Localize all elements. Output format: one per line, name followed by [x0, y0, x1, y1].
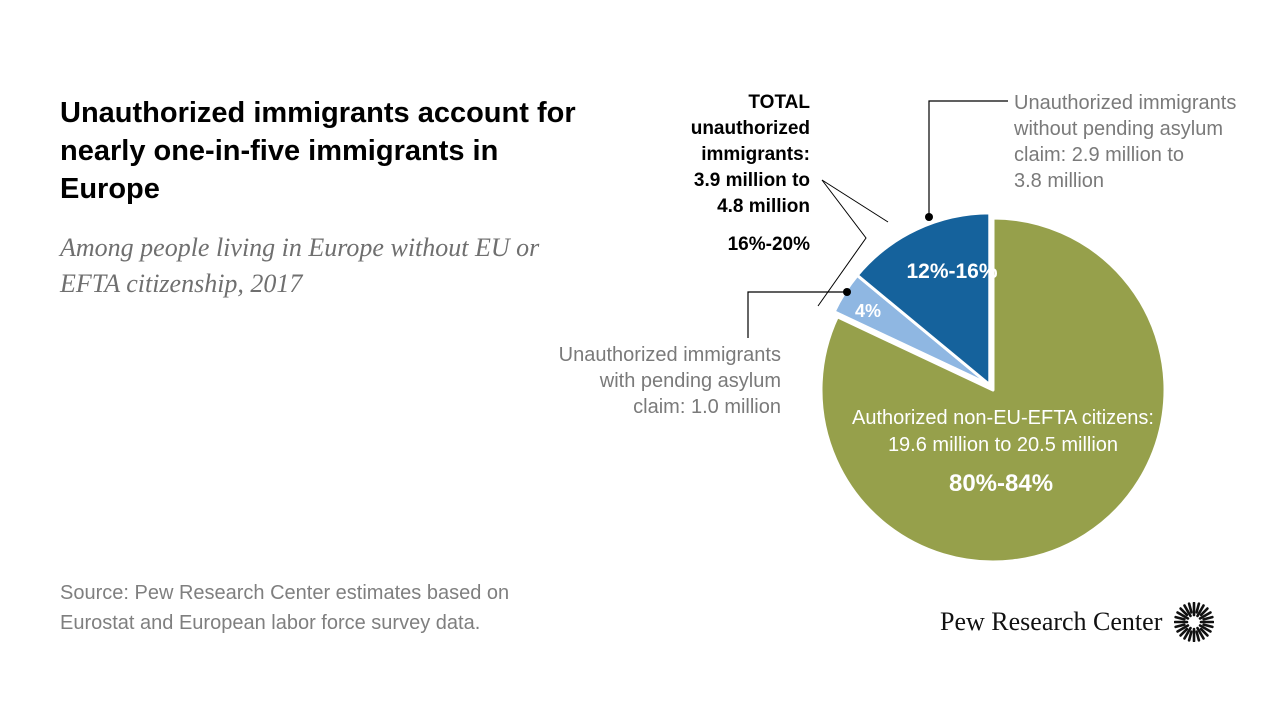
sunburst-ray: [1174, 623, 1187, 629]
source-note: Source: Pew Research Center estimates ba…: [60, 578, 620, 638]
callout-dot-no-asylum: [925, 213, 933, 221]
total-callout-line-1: TOTAL: [748, 92, 810, 113]
sunburst-ray: [1183, 604, 1193, 618]
slice-label-pct-authorized: 80%-84%: [949, 470, 1053, 497]
total-callout-line-4: 3.9 million to: [694, 170, 810, 191]
sunburst-ray: [1188, 630, 1194, 642]
sunburst-ray: [1196, 626, 1206, 640]
total-callout-line-5: 4.8 million: [717, 196, 810, 217]
sunburst-ray: [1176, 624, 1190, 633]
sunburst-ray: [1183, 626, 1193, 640]
callout-label-no-asylum-line-4: 3.8 million: [1014, 170, 1104, 192]
sunburst-ray: [1179, 627, 1189, 637]
callout-label-no-asylum-line-2: without pending asylum: [1013, 118, 1223, 140]
total-callout-line-3: immigrants:: [701, 144, 810, 165]
total-bracket-top: [821, 179, 889, 223]
sunburst-ray: [1176, 611, 1190, 620]
slice-label-pct-no-asylum: 12%-16%: [906, 260, 997, 283]
sunburst-ray: [1196, 604, 1206, 618]
slice-label-authorized-line-2: 19.6 million to 20.5 million: [888, 434, 1118, 456]
callout-label-no-asylum-line-1: Unauthorized immigrants: [1014, 92, 1236, 114]
sunburst-ray: [1202, 623, 1215, 629]
brand-name: Pew Research Center: [940, 607, 1163, 636]
source-line-1: Source: Pew Research Center estimates ba…: [60, 582, 510, 604]
callout-label-asylum-line-1: Unauthorized immigrants: [559, 344, 781, 366]
source-line-2: Eurostat and European labor force survey…: [60, 612, 481, 634]
callout-line-asylum: [747, 291, 846, 338]
sunburst-ray: [1199, 611, 1213, 620]
callout-line-no-asylum: [928, 100, 1008, 215]
sunburst-ray: [1199, 624, 1213, 633]
slice-unauthorized-no-asylum: [855, 211, 992, 387]
sunburst-ray: [1200, 607, 1210, 617]
slice-label-pct-asylum: 4%: [855, 301, 881, 321]
sunburst-ray: [1195, 602, 1201, 614]
total-bracket-bottom: [817, 179, 867, 307]
total-callout-line-2: unauthorized: [691, 118, 810, 139]
callout-label-asylum-line-2: with pending asylum: [599, 370, 781, 392]
sunburst-ray: [1195, 630, 1201, 642]
chart-title: Unauthorized immigrants account for near…: [60, 97, 576, 205]
total-callout-pct: 16%-20%: [728, 234, 810, 255]
callout-label-no-asylum-line-3: claim: 2.9 million to: [1014, 144, 1184, 166]
callout-dot-asylum: [843, 288, 851, 296]
chart-subtitle: Among people living in Europe without EU…: [60, 233, 540, 298]
callout-label-asylum-line-3: claim: 1.0 million: [633, 396, 781, 418]
slice-authorized: [819, 216, 1167, 564]
sunburst-ray: [1200, 627, 1210, 637]
sunburst-ray: [1188, 602, 1194, 614]
pew-sunburst-icon: [1174, 602, 1215, 642]
brand-logo: Pew Research Center: [940, 602, 1215, 642]
sunburst-ray: [1179, 607, 1189, 617]
slice-label-authorized-line-1: Authorized non-EU-EFTA citizens:: [852, 407, 1154, 429]
sunburst-ray: [1174, 615, 1187, 621]
sunburst-ray: [1202, 615, 1215, 621]
